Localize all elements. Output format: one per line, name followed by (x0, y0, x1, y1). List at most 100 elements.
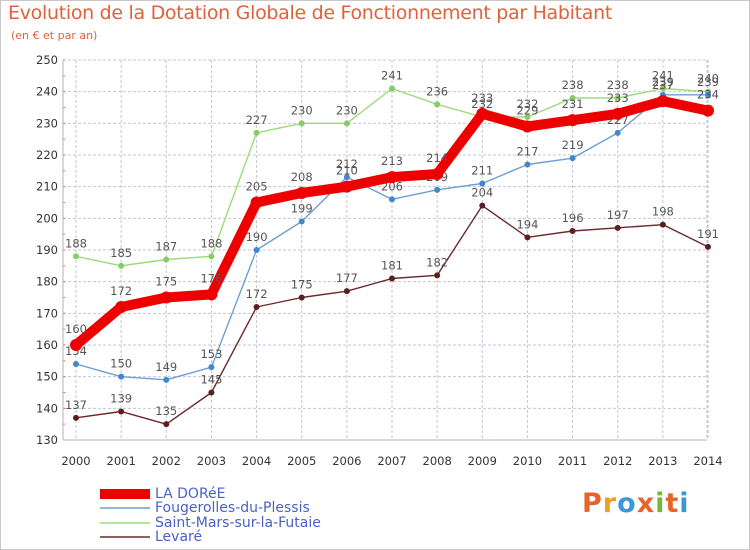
data-point-fougerolles-du-plessis (524, 161, 531, 168)
logo-letter: o (617, 488, 637, 519)
data-point-la-dor-e (205, 288, 218, 301)
data-point-levar- (73, 414, 79, 421)
legend-label-levare: Levaré (155, 529, 203, 545)
data-label-la-dor-e: 205 (246, 180, 268, 194)
data-point-fougerolles-du-plessis (614, 129, 621, 136)
data-point-la-dor-e (702, 104, 714, 117)
data-point-la-dor-e (611, 107, 624, 120)
data-label-fougerolles-du-plessis: 211 (471, 164, 493, 178)
data-label-fougerolles-du-plessis: 190 (246, 230, 268, 244)
data-label-saint-mars-sur-la-futaie: 240 (697, 72, 719, 86)
logo-letter: P (582, 488, 603, 519)
data-label-fougerolles-du-plessis: 149 (155, 360, 177, 374)
data-point-la-dor-e (476, 107, 489, 120)
y-tick-label: 140 (36, 401, 58, 415)
y-tick-label: 240 (36, 85, 58, 99)
data-point-levar- (434, 272, 441, 279)
y-tick-label: 230 (36, 116, 58, 130)
data-point-levar- (569, 228, 576, 234)
data-label-levar-: 204 (471, 186, 493, 200)
data-point-fougerolles-du-plessis (705, 91, 711, 98)
data-point-levar- (118, 408, 125, 415)
data-label-saint-mars-sur-la-futaie: 230 (336, 103, 358, 117)
chart-title: Evolution de la Dotation Globale de Fonc… (8, 2, 613, 24)
logo-letter: i (679, 488, 690, 519)
data-point-fougerolles-du-plessis (434, 186, 441, 193)
data-point-saint-mars-sur-la-futaie (659, 85, 666, 92)
data-point-fougerolles-du-plessis (118, 373, 125, 380)
data-point-levar- (163, 421, 170, 428)
data-label-saint-mars-sur-la-futaie: 188 (65, 236, 87, 250)
data-point-la-dor-e (521, 120, 534, 133)
data-label-la-dor-e: 234 (697, 88, 719, 102)
y-tick-label: 210 (36, 180, 58, 194)
data-label-saint-mars-sur-la-futaie: 188 (200, 236, 222, 250)
data-point-fougerolles-du-plessis (298, 218, 305, 225)
x-tick-label: 2009 (468, 454, 497, 468)
data-point-la-dor-e (431, 168, 444, 180)
data-label-saint-mars-sur-la-futaie: 227 (246, 113, 268, 127)
data-label-levar-: 198 (652, 205, 674, 219)
x-tick-label: 2014 (693, 454, 722, 468)
data-point-levar- (705, 243, 711, 250)
data-point-saint-mars-sur-la-futaie (118, 262, 125, 269)
x-tick-label: 2012 (603, 454, 632, 468)
y-tick-label: 130 (36, 433, 58, 447)
data-label-la-dor-e: 237 (652, 78, 674, 92)
chart-subtitle: (en € et par an) (11, 29, 98, 42)
data-label-saint-mars-sur-la-futaie: 232 (471, 97, 493, 111)
data-point-la-dor-e (386, 171, 398, 184)
data-label-levar-: 191 (697, 227, 719, 241)
data-label-saint-mars-sur-la-futaie: 187 (155, 240, 177, 254)
data-label-fougerolles-du-plessis: 239 (652, 75, 674, 89)
logo-letter: t (665, 488, 680, 519)
data-label-la-dor-e: 176 (200, 271, 222, 285)
y-tick-label: 160 (36, 338, 58, 352)
data-point-saint-mars-sur-la-futaie (524, 114, 531, 120)
data-point-la-dor-e (70, 339, 82, 351)
data-label-saint-mars-sur-la-futaie: 238 (562, 78, 584, 92)
data-point-fougerolles-du-plessis (343, 174, 350, 181)
y-tick-label: 180 (36, 275, 58, 289)
data-label-la-dor-e: 208 (291, 170, 313, 184)
x-tick-label: 2008 (423, 454, 452, 468)
data-label-la-dor-e: 172 (110, 284, 132, 298)
logo-letter: r (602, 488, 618, 519)
data-point-levar- (389, 275, 395, 282)
data-label-levar-: 177 (336, 271, 358, 285)
data-point-fougerolles-du-plessis (163, 376, 170, 383)
data-label-levar-: 145 (200, 373, 222, 387)
y-tick-label: 220 (36, 148, 58, 162)
data-point-levar- (659, 221, 666, 228)
data-label-la-dor-e: 231 (562, 97, 584, 111)
x-tick-label: 2013 (648, 454, 677, 468)
data-point-la-dor-e (656, 95, 669, 108)
data-point-la-dor-e (250, 196, 263, 209)
data-label-fougerolles-du-plessis: 153 (200, 347, 222, 361)
data-point-fougerolles-du-plessis (479, 180, 486, 187)
x-tick-label: 2000 (61, 454, 90, 468)
data-point-levar- (524, 234, 531, 241)
data-label-levar-: 182 (426, 255, 448, 269)
data-point-levar- (208, 389, 215, 396)
data-label-la-dor-e: 214 (426, 151, 448, 165)
data-label-saint-mars-sur-la-futaie: 232 (516, 97, 538, 111)
data-label-saint-mars-sur-la-futaie: 230 (291, 103, 313, 117)
data-label-la-dor-e: 229 (516, 104, 538, 118)
data-point-fougerolles-du-plessis (389, 196, 395, 203)
x-tick-label: 2006 (332, 454, 361, 468)
x-tick-label: 2003 (197, 454, 226, 468)
data-label-saint-mars-sur-la-futaie: 185 (110, 246, 132, 260)
legend-swatch-saint-mars (100, 522, 150, 524)
data-label-la-dor-e: 233 (607, 91, 629, 105)
data-label-levar-: 197 (607, 208, 629, 222)
y-tick-label: 190 (36, 243, 58, 257)
data-label-levar-: 172 (246, 287, 268, 301)
data-point-la-dor-e (160, 291, 173, 304)
data-label-la-dor-e: 175 (155, 275, 177, 289)
logo-letter: i (655, 488, 666, 519)
data-point-saint-mars-sur-la-futaie (208, 253, 215, 260)
legend-label-la-doree: LA DORéE (155, 486, 226, 502)
data-point-levar- (479, 202, 486, 209)
y-tick-label: 200 (36, 211, 58, 225)
